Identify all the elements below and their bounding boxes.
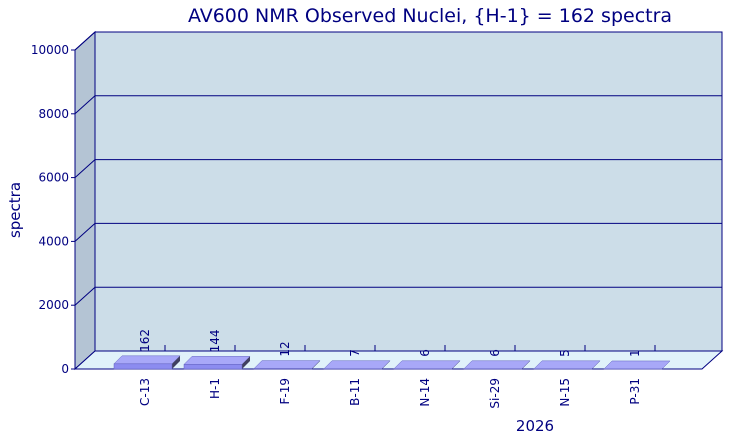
- x-tick-label: N-14: [418, 378, 432, 407]
- bar-side: [592, 360, 600, 369]
- bar: [113, 363, 173, 370]
- bar-side: [452, 360, 460, 369]
- bar-side: [242, 356, 250, 369]
- chart-title: AV600 NMR Observed Nuclei, {H-1} = 162 s…: [188, 5, 672, 27]
- bar-top: [463, 360, 531, 370]
- data-label: 5: [558, 349, 572, 357]
- data-label: 162: [138, 329, 152, 352]
- bar-top: [603, 360, 671, 370]
- y-tick-label: 10000: [31, 43, 69, 57]
- data-label: 1: [628, 349, 642, 357]
- x-tick-label: F-19: [278, 378, 292, 405]
- grid-line-side: [74, 223, 96, 242]
- bar-top: [323, 360, 391, 370]
- data-label: 12: [278, 341, 292, 356]
- grid-line-side: [74, 159, 96, 178]
- bar-top: [183, 356, 251, 365]
- data-label: 6: [418, 349, 432, 357]
- data-label: 6: [488, 349, 502, 357]
- x-tick-label: H-1: [208, 378, 222, 399]
- y-tick-label: 0: [61, 362, 69, 376]
- bar-side: [172, 355, 180, 369]
- y-axis-label: spectra: [6, 182, 24, 238]
- bar: [183, 364, 243, 370]
- y-tick-label: 4000: [38, 234, 69, 248]
- y-tick-label: 2000: [38, 298, 69, 312]
- bar-top: [533, 360, 601, 370]
- x-tick-label: Si-29: [488, 378, 502, 409]
- x-tick-label: N-15: [558, 378, 572, 407]
- x-tick-label: B-11: [348, 378, 362, 406]
- data-label: 144: [208, 330, 222, 353]
- grid-line-side: [74, 95, 96, 115]
- bar-side: [662, 360, 670, 369]
- bar-side: [312, 360, 320, 369]
- bar-top: [253, 360, 321, 369]
- x-axis-label: 2026: [516, 417, 554, 435]
- bar-side: [522, 360, 530, 369]
- x-tick-label: C-13: [138, 378, 152, 406]
- bar-side: [382, 360, 390, 369]
- side-wall: [74, 30, 96, 371]
- grid-line-side: [74, 31, 96, 51]
- x-tick-label: P-31: [628, 378, 642, 405]
- grid-line-side: [74, 286, 96, 306]
- y-tick-label: 8000: [38, 107, 69, 121]
- back-wall: [94, 31, 723, 352]
- bar-top: [113, 355, 181, 365]
- data-label: 7: [348, 349, 362, 357]
- bar-top: [393, 360, 461, 370]
- y-tick-label: 6000: [38, 171, 69, 185]
